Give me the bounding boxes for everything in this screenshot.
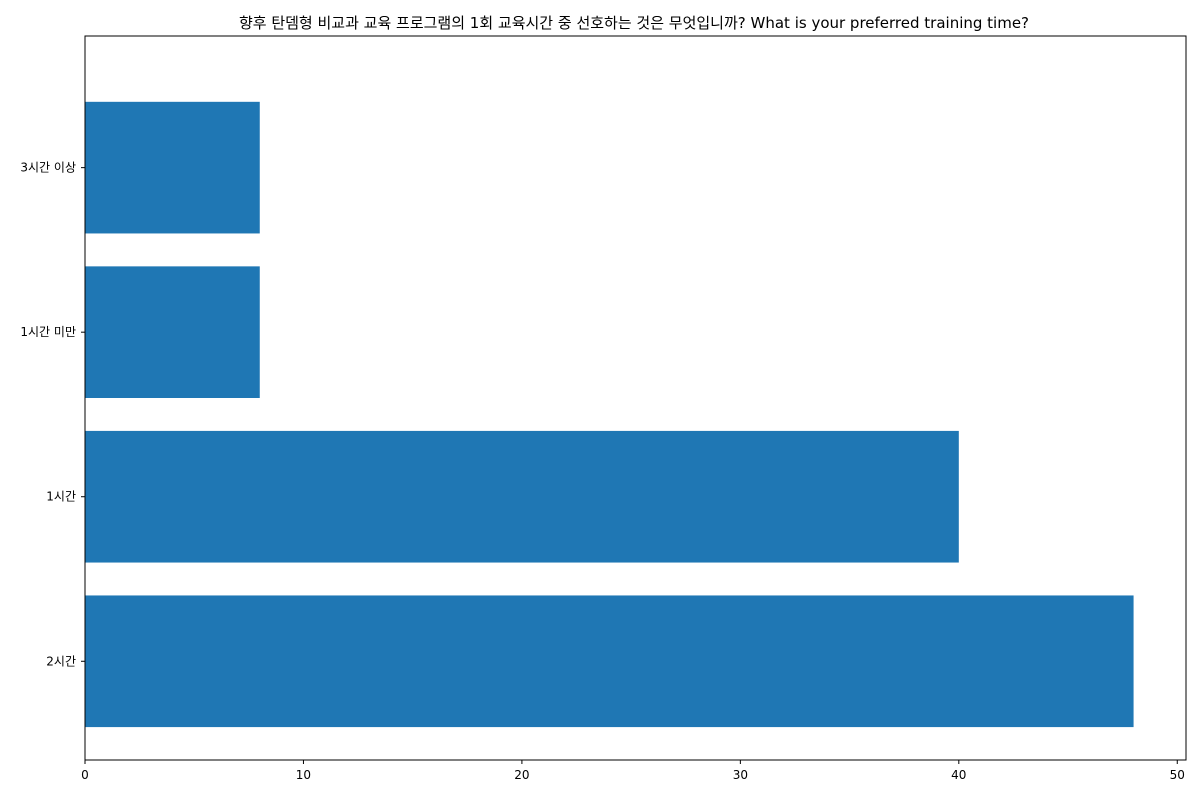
bar-2 [85,266,260,398]
x-tick-label: 40 [951,768,966,782]
x-tick-label: 20 [514,768,529,782]
bar-3 [85,101,260,234]
chart-title: 향후 탄뎀형 비교과 교육 프로그램의 1회 교육시간 중 선호하는 것은 무엇… [239,14,1029,32]
bars-layer [85,101,1134,728]
y-tick-label: 1시간 미만 [20,325,76,339]
axes-layer: 2시간 1시간 1시간 미만 3시간 이상 0 10 20 30 40 50 [20,35,1187,782]
bar-0 [85,595,1134,728]
x-tick-label: 50 [1170,768,1185,782]
bar-1 [85,430,959,563]
x-tick-label: 0 [81,768,89,782]
y-tick-label: 3시간 이상 [20,161,76,175]
y-tick-label: 2시간 [46,654,76,668]
x-tick-label: 30 [733,768,748,782]
plot-frame [84,35,1187,761]
x-tick-label: 10 [296,768,311,782]
y-tick-label: 1시간 [46,490,76,504]
